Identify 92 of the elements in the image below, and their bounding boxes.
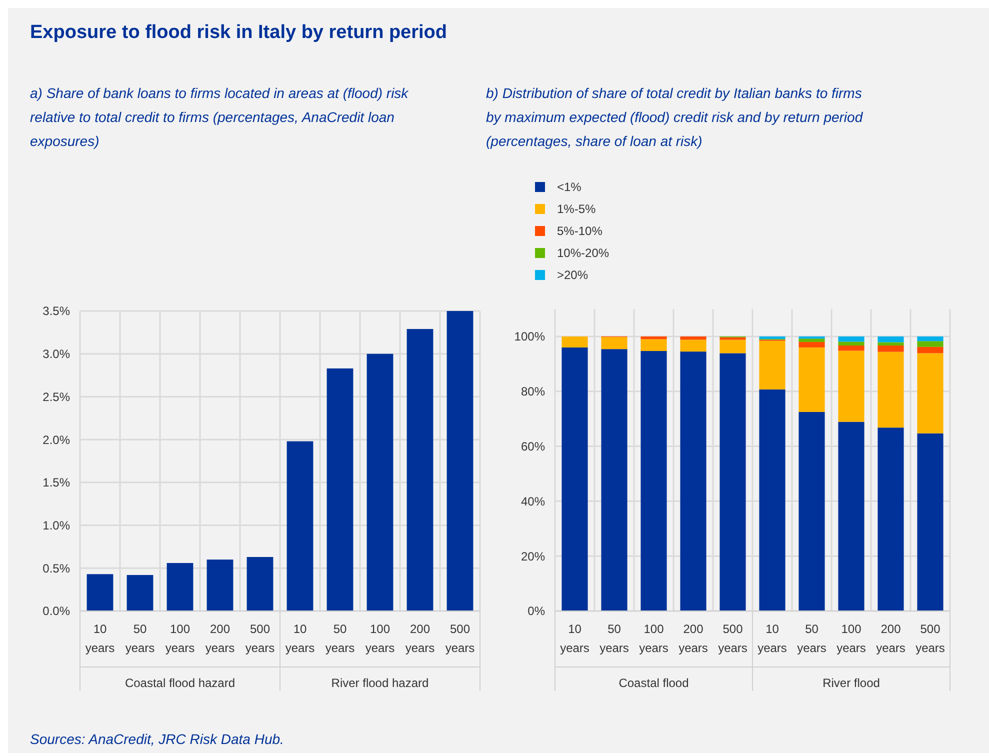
bar [878, 428, 904, 611]
y-tick-label: 3.0% [42, 347, 70, 362]
x-tick-label: 50 years [600, 622, 629, 655]
y-tick-label: 20% [520, 549, 546, 564]
x-tick-label: 500 years [445, 622, 475, 655]
bar [680, 352, 706, 611]
text: Coastal flood [618, 676, 689, 690]
legend-label: 1%-5% [557, 202, 596, 216]
x-tick-label: 10 years [758, 622, 787, 655]
bar [878, 336, 904, 342]
bar [166, 563, 194, 611]
bar [878, 342, 904, 346]
x-tick-label: 10 years [285, 622, 315, 655]
bar [917, 433, 944, 611]
text: River flood hazard [331, 676, 429, 690]
bar [562, 336, 588, 348]
x-tick-label: 10 years [85, 622, 115, 655]
x-tick-label: 50 years [125, 622, 155, 655]
y-tick-label: 3.5% [42, 304, 70, 318]
legend-label: >20% [557, 268, 588, 282]
y-tick-label: 40% [520, 494, 546, 508]
legend-label: 10%-20% [557, 246, 610, 260]
text: River flood [822, 676, 880, 690]
bar [798, 336, 825, 339]
chart-subtitle: b) Distribution of share of total credit by Italian banks to firms by maximum expected (flood) credit risk and by return period (percentages, share of loan at risk) [486, 85, 864, 149]
bar [838, 346, 864, 351]
bar [798, 347, 825, 412]
bar [680, 336, 706, 340]
legend-label: 5%-10% [557, 224, 603, 238]
x-tick-label: 200 years [405, 622, 435, 655]
bar [798, 338, 825, 342]
x-tick-label: 200 years [678, 622, 708, 655]
x-tick-label: 10 years [560, 622, 590, 655]
y-tick-label: 2.0% [42, 432, 70, 447]
bar [798, 342, 825, 348]
bar [917, 336, 944, 342]
bar [759, 340, 786, 390]
bar [759, 336, 786, 339]
bar [720, 340, 746, 354]
bar [917, 341, 944, 347]
x-tick-label: 500 years [718, 622, 748, 655]
x-tick-label: 200 years [876, 622, 906, 655]
y-tick-label: 1.0% [42, 518, 70, 532]
x-tick-label: 50 years [325, 622, 355, 655]
bar [246, 557, 274, 611]
bar [720, 353, 746, 611]
x-tick-label: 50 years [797, 622, 826, 655]
text: Coastal flood hazard [124, 676, 236, 690]
y-tick-label: 0.5% [42, 561, 70, 576]
chart-subtitle: a) Share of bank loans to firms located in areas at (flood) risk relative to total credit to firms (percentages, AnaCredit loan exposures) [30, 85, 410, 149]
bar [206, 560, 234, 611]
chart-title: Exposure to flood risk in Italy by return period [30, 22, 448, 43]
bar [126, 575, 154, 611]
y-tick-label: 100% [514, 330, 546, 344]
y-tick-label: 0% [528, 604, 546, 618]
bar [601, 337, 628, 350]
bar [446, 311, 474, 611]
bar [838, 336, 864, 342]
legend-label: <1% [557, 180, 582, 194]
x-tick-label: 200 years [205, 622, 235, 655]
bar [601, 349, 628, 611]
bar [326, 368, 354, 611]
bar [838, 342, 864, 346]
y-tick-label: 80% [520, 384, 546, 399]
bar [406, 329, 434, 611]
bar [838, 422, 864, 611]
x-tick-label: 500 years [245, 622, 275, 655]
bar [798, 412, 825, 611]
x-tick-label: 500 years [916, 622, 945, 655]
bar [640, 336, 667, 340]
bar [640, 339, 667, 352]
y-tick-label: 60% [520, 439, 546, 454]
bar [878, 352, 904, 428]
bar [86, 574, 114, 611]
source-note: Sources: AnaCredit, JRC Risk Data Hub. [30, 731, 284, 747]
x-tick-label: 100 years [365, 622, 395, 655]
bar [917, 346, 944, 354]
bar [286, 441, 314, 611]
x-tick-label: 100 years [639, 622, 668, 655]
x-tick-label: 100 years [836, 622, 866, 655]
bar [562, 347, 588, 611]
bar [366, 354, 394, 611]
bar [878, 346, 904, 352]
x-tick-label: 100 years [165, 622, 195, 655]
y-tick-label: 1.5% [42, 476, 70, 490]
bar [838, 350, 864, 422]
bar [917, 353, 944, 434]
bar [640, 351, 667, 611]
y-tick-label: 2.5% [42, 390, 70, 404]
bar [680, 340, 706, 352]
y-tick-label: 0.0% [42, 604, 70, 618]
bar [759, 389, 786, 611]
